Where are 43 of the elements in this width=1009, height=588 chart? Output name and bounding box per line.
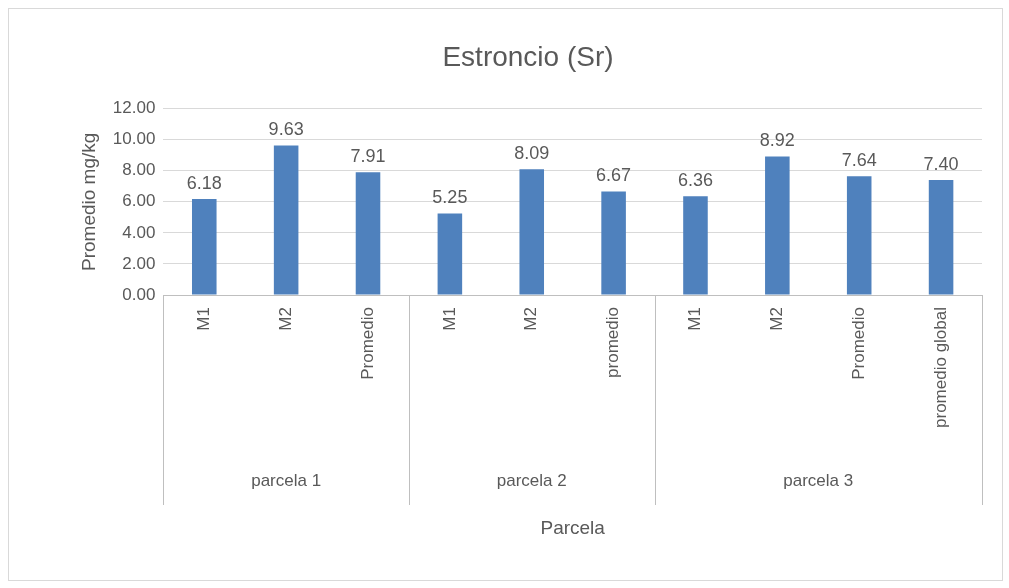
y-axis-title: Promedio mg/kg xyxy=(77,132,99,271)
data-label: 7.91 xyxy=(350,146,386,167)
text: parcela 1 xyxy=(251,470,322,490)
bar xyxy=(519,169,545,295)
x-tick-label: M1 xyxy=(193,307,213,331)
y-tick-label: 0.00 xyxy=(122,284,156,304)
y-tick-label: 2.00 xyxy=(122,253,156,273)
y-tick-label: 8.00 xyxy=(122,160,156,180)
bar xyxy=(601,191,626,295)
data-label: 6.67 xyxy=(596,165,632,186)
text: parcela 2 xyxy=(496,470,567,490)
x-tick-label: promedio xyxy=(603,307,623,378)
x-tick-label: Promedio xyxy=(357,307,377,380)
x-tick-label: promedio global xyxy=(930,307,950,428)
y-tick-label: 10.00 xyxy=(112,129,156,149)
bar xyxy=(683,196,708,295)
data-label: 6.18 xyxy=(186,172,222,193)
x-tick-label: M2 xyxy=(275,307,295,331)
data-label: 8.09 xyxy=(514,143,550,164)
y-tick-label: 6.00 xyxy=(122,191,156,211)
x-tick-label: M2 xyxy=(521,307,541,331)
y-tick-label: 12.00 xyxy=(112,98,156,118)
bar xyxy=(846,176,872,295)
chart-title: Estroncio (Sr) xyxy=(442,40,614,72)
bar xyxy=(192,199,217,295)
y-tick-label: 4.00 xyxy=(122,222,156,242)
data-label: 7.64 xyxy=(841,150,877,171)
data-label: 8.92 xyxy=(759,130,795,151)
data-label: 9.63 xyxy=(268,119,304,140)
x-tick-label: Promedio xyxy=(848,307,868,380)
bar xyxy=(928,180,954,295)
data-label: 7.40 xyxy=(923,154,959,175)
text: parcela 3 xyxy=(783,470,854,490)
x-axis-title: Parcela xyxy=(540,516,606,538)
x-tick-label: M2 xyxy=(767,307,787,331)
bar xyxy=(355,172,381,295)
data-label: 6.36 xyxy=(677,170,713,191)
x-tick-label: M1 xyxy=(685,307,705,331)
bar xyxy=(273,145,299,295)
x-tick-label: M1 xyxy=(439,307,459,331)
data-label: 5.25 xyxy=(432,187,468,208)
bar xyxy=(765,156,790,295)
bar xyxy=(437,213,463,295)
